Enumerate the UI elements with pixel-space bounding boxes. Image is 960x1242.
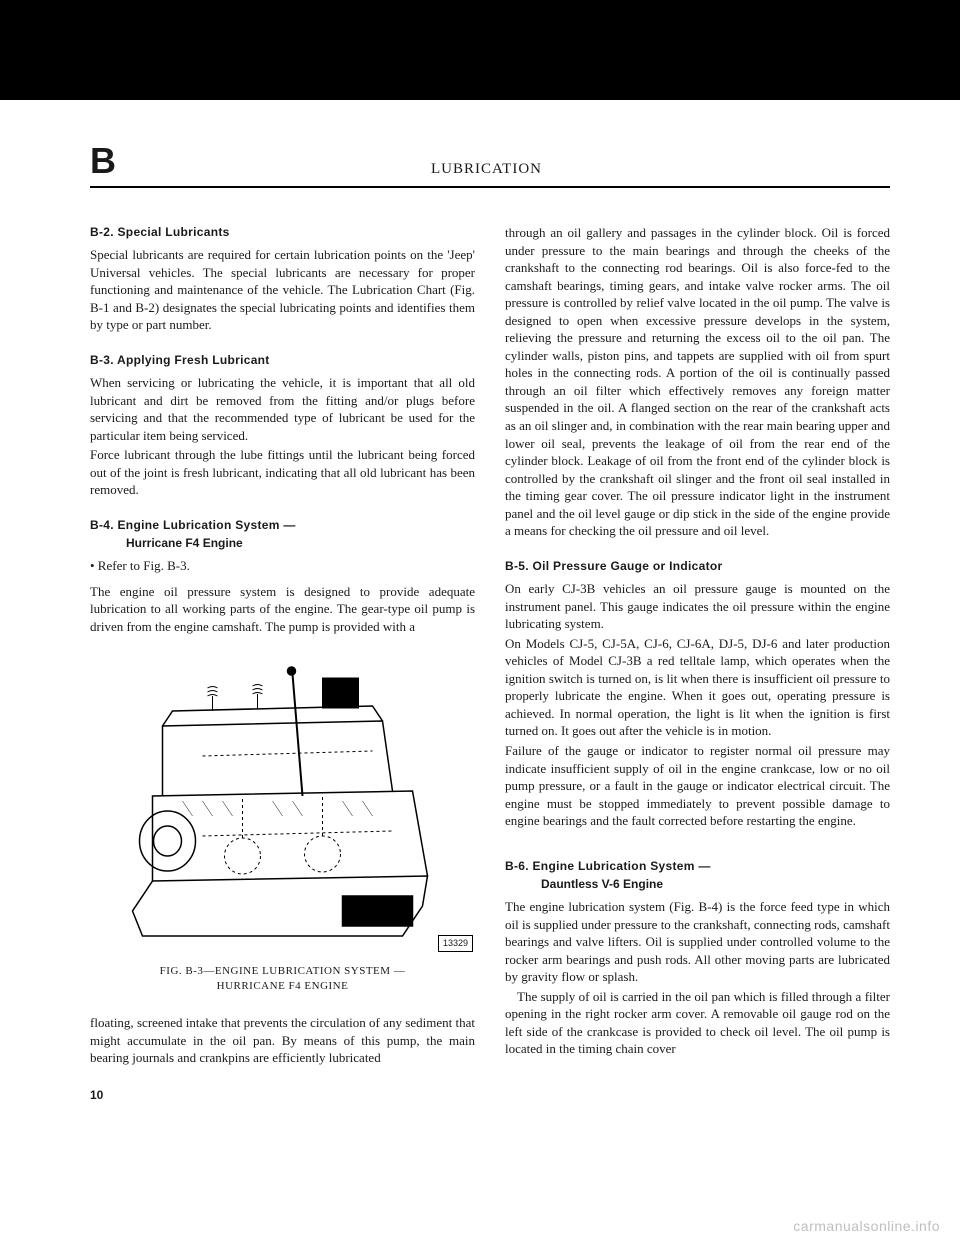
- para-b2: Special lubricants are required for cert…: [90, 246, 475, 334]
- heading-b3: B-3. Applying Fresh Lubricant: [90, 352, 475, 368]
- heading-b4: B-4. Engine Lubrication System —: [90, 517, 475, 533]
- header-title: LUBRICATION: [83, 161, 890, 182]
- para-b4-1: The engine oil pressure system is design…: [90, 583, 475, 636]
- heading-b5: B-5. Oil Pressure Gauge or Indicator: [505, 558, 890, 574]
- para-b5-1: On early CJ-3B vehicles an oil pressure …: [505, 580, 890, 633]
- figure-caption-line1: FIG. B-3—ENGINE LUBRICATION SYSTEM —: [160, 965, 406, 977]
- subheading-b6: Dauntless V-6 Engine: [505, 876, 890, 892]
- subheading-b4: Hurricane F4 Engine: [90, 535, 475, 551]
- figure-caption: FIG. B-3—ENGINE LUBRICATION SYSTEM — HUR…: [90, 964, 475, 995]
- right-column: through an oil gallery and passages in t…: [505, 224, 890, 1076]
- page-content: B LUBRICATION B-2. Special Lubricants Sp…: [0, 100, 960, 1132]
- para-b3-1: When servicing or lubricating the vehicl…: [90, 374, 475, 444]
- watermark: carmanualsonline.info: [793, 1218, 940, 1234]
- figure-number: 13329: [438, 935, 473, 951]
- figure-caption-line2: HURRICANE F4 ENGINE: [217, 980, 349, 992]
- bullet-b4: • Refer to Fig. B-3.: [90, 557, 475, 575]
- para-b6-2: The supply of oil is carried in the oil …: [505, 988, 890, 1058]
- figure-b3: 13329: [90, 656, 475, 956]
- left-column: B-2. Special Lubricants Special lubrican…: [90, 224, 475, 1076]
- para-b5-3: Failure of the gauge or indicator to reg…: [505, 742, 890, 830]
- top-black-bar: [0, 0, 960, 100]
- para-right-top: through an oil gallery and passages in t…: [505, 224, 890, 540]
- two-column-layout: B-2. Special Lubricants Special lubrican…: [90, 224, 890, 1076]
- para-b3-2: Force lubricant through the lube fitting…: [90, 446, 475, 499]
- page-header: B LUBRICATION: [90, 140, 890, 188]
- page-number: 10: [90, 1088, 890, 1102]
- para-b4-cont: floating, screened intake that prevents …: [90, 1014, 475, 1067]
- heading-b2: B-2. Special Lubricants: [90, 224, 475, 240]
- para-b6-1: The engine lubrication system (Fig. B-4)…: [505, 898, 890, 986]
- heading-b6: B-6. Engine Lubrication System —: [505, 858, 890, 874]
- engine-diagram-svg: [90, 656, 475, 956]
- para-b5-2: On Models CJ-5, CJ-5A, CJ-6, CJ-6A, DJ-5…: [505, 635, 890, 740]
